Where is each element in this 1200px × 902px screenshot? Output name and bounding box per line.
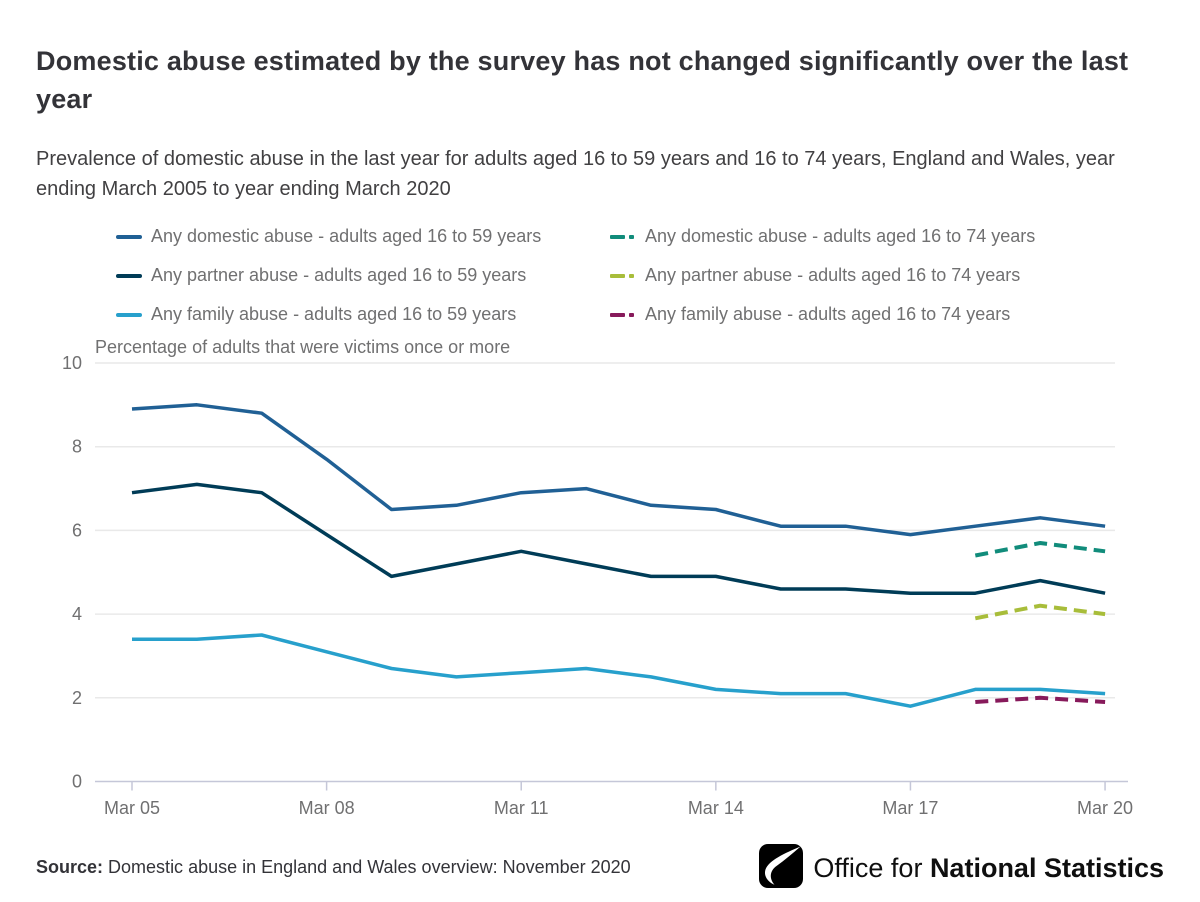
svg-text:Mar 17: Mar 17 — [882, 798, 938, 818]
svg-text:Mar 20: Mar 20 — [1077, 798, 1133, 818]
svg-text:2: 2 — [72, 688, 82, 708]
legend-label: Any family abuse - adults aged 16 to 74 … — [645, 304, 1011, 324]
svg-text:Mar 11: Mar 11 — [494, 798, 549, 818]
line-swatch-icon — [116, 234, 142, 239]
legend-item-family-16-59: Any family abuse - adults aged 16 to 59 … — [116, 304, 610, 325]
chart-legend: Any domestic abuse - adults aged 16 to 5… — [116, 217, 1035, 334]
legend-label: Any domestic abuse - adults aged 16 to 7… — [645, 226, 1036, 246]
svg-text:Mar 05: Mar 05 — [104, 798, 160, 818]
svg-text:Mar 08: Mar 08 — [299, 798, 355, 818]
legend-label: Any partner abuse - adults aged 16 to 74… — [645, 265, 1021, 285]
legend-label: Any family abuse - adults aged 16 to 59 … — [151, 304, 517, 324]
svg-text:4: 4 — [72, 604, 82, 624]
source-label: Source: — [36, 857, 104, 877]
legend-item-partner-16-74: Any partner abuse - adults aged 16 to 74… — [610, 265, 1035, 286]
legend-label: Any partner abuse - adults aged 16 to 59… — [151, 265, 527, 285]
legend-item-partner-16-59: Any partner abuse - adults aged 16 to 59… — [116, 265, 610, 286]
chart-subtitle: Prevalence of domestic abuse in the last… — [36, 148, 1115, 200]
svg-text:8: 8 — [72, 437, 82, 457]
line-chart: 0 2 4 6 8 10 Mar 05 Mar 08 Mar 11 Mar 14 Mar 17 Mar… — [62, 353, 1133, 818]
svg-text:Mar 14: Mar 14 — [688, 798, 744, 818]
svg-text:6: 6 — [72, 520, 82, 540]
dashed-line-swatch-icon — [610, 234, 636, 239]
dashed-line-swatch-icon — [610, 312, 636, 317]
page-title: Domestic abuse estimated by the survey h… — [36, 46, 1129, 115]
ons-logo-text: Office for National Statistics — [813, 853, 1164, 883]
legend-item-family-16-74: Any family abuse - adults aged 16 to 74 … — [610, 304, 1035, 325]
line-swatch-icon — [116, 312, 142, 317]
svg-text:0: 0 — [72, 772, 82, 792]
y-axis-title: Percentage of adults that were victims o… — [95, 337, 511, 357]
ons-logo: Office for National Statistics — [759, 844, 1164, 893]
dashed-line-swatch-icon — [610, 273, 636, 278]
source-text: Domestic abuse in England and Wales over… — [108, 857, 631, 877]
line-swatch-icon — [116, 273, 142, 278]
source-line: Source: Domestic abuse in England and Wa… — [36, 857, 631, 878]
legend-item-domestic-16-74: Any domestic abuse - adults aged 16 to 7… — [610, 226, 1035, 247]
legend-item-domestic-16-59: Any domestic abuse - adults aged 16 to 5… — [116, 226, 610, 247]
ons-logo-icon — [759, 844, 804, 893]
legend-label: Any domestic abuse - adults aged 16 to 5… — [151, 226, 542, 246]
svg-text:10: 10 — [62, 353, 82, 373]
